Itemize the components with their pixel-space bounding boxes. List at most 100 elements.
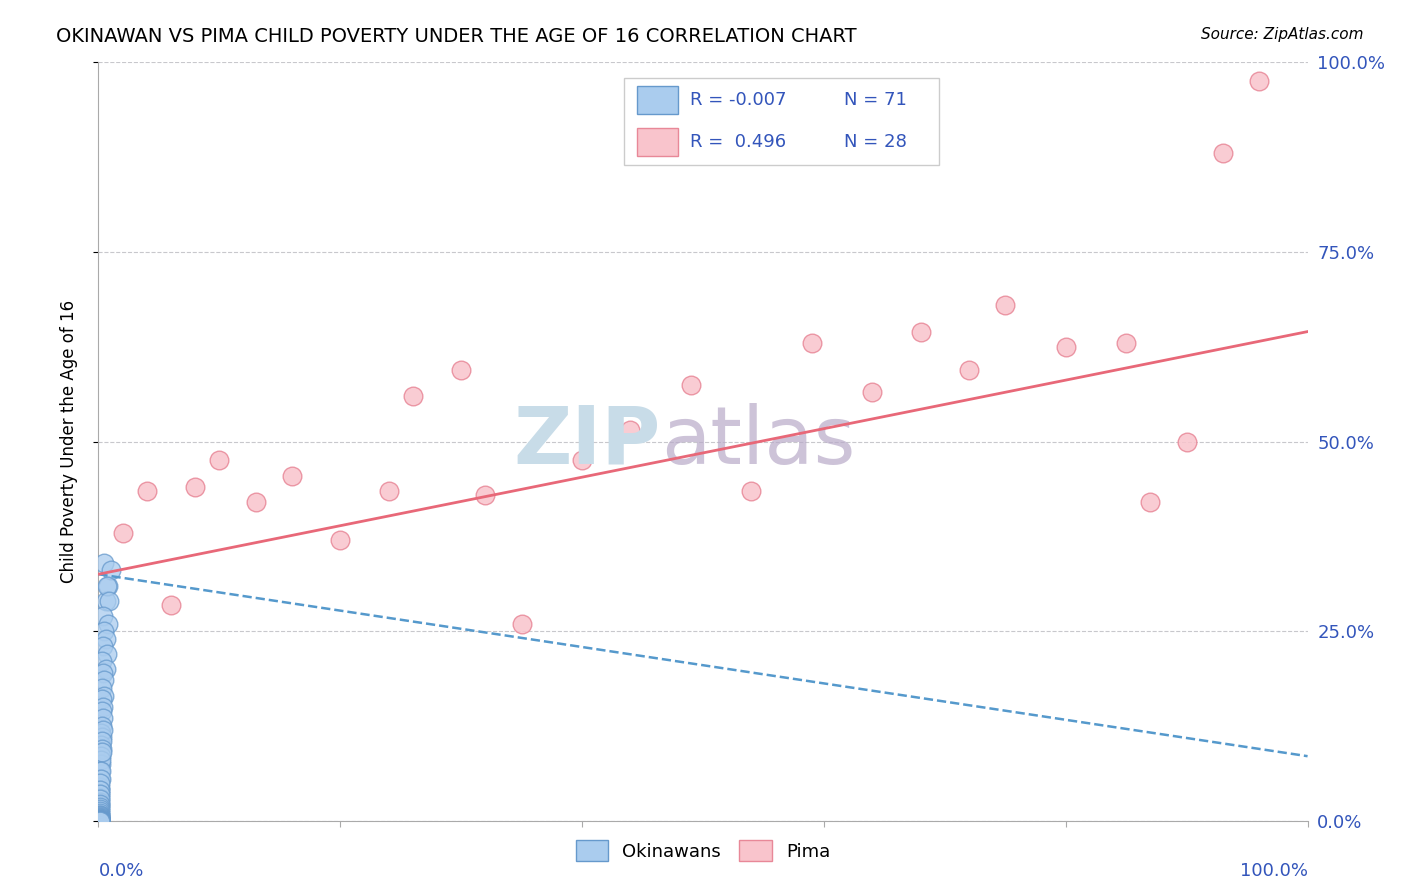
Point	[402, 389, 425, 403]
Point	[89, 787, 111, 801]
Point	[860, 385, 883, 400]
Point	[89, 780, 111, 794]
Point	[96, 647, 118, 661]
Text: OKINAWAN VS PIMA CHILD POVERTY UNDER THE AGE OF 16 CORRELATION CHART: OKINAWAN VS PIMA CHILD POVERTY UNDER THE…	[56, 27, 856, 45]
Text: atlas: atlas	[661, 402, 855, 481]
Point	[90, 738, 112, 752]
Point	[89, 783, 111, 797]
Text: 0.0%: 0.0%	[98, 863, 143, 880]
Point	[91, 655, 114, 669]
Point	[91, 730, 114, 744]
Point	[571, 453, 593, 467]
Point	[89, 814, 111, 828]
Point	[100, 564, 122, 578]
Point	[89, 811, 111, 825]
Point	[89, 814, 111, 828]
Point	[377, 483, 399, 498]
Point	[89, 791, 111, 805]
Point	[91, 608, 114, 623]
Point	[90, 726, 112, 740]
Point	[800, 335, 823, 350]
Point	[91, 704, 114, 718]
Point	[89, 813, 111, 827]
Point	[1139, 495, 1161, 509]
Point	[89, 802, 111, 816]
Text: 100.0%: 100.0%	[1240, 863, 1308, 880]
Point	[450, 362, 472, 376]
Point	[111, 525, 134, 540]
Point	[1054, 340, 1077, 354]
Point	[89, 806, 111, 821]
Point	[91, 639, 114, 653]
Point	[96, 579, 118, 593]
Point	[89, 814, 111, 828]
Point	[89, 812, 111, 826]
Text: Source: ZipAtlas.com: Source: ZipAtlas.com	[1201, 27, 1364, 42]
Point	[91, 665, 114, 680]
Point	[89, 814, 111, 828]
Point	[94, 594, 117, 608]
Point	[245, 495, 267, 509]
Point	[97, 579, 120, 593]
Point	[94, 662, 117, 676]
Point	[89, 809, 111, 823]
Point	[1115, 335, 1137, 350]
Point	[91, 699, 114, 714]
Point	[89, 808, 111, 822]
Point	[91, 723, 114, 737]
Point	[910, 325, 932, 339]
Point	[208, 453, 231, 467]
Point	[184, 480, 207, 494]
Point	[619, 423, 641, 437]
Point	[89, 807, 111, 822]
Point	[93, 673, 115, 688]
Point	[89, 797, 111, 811]
Point	[89, 795, 111, 809]
Point	[89, 783, 111, 797]
Point	[94, 632, 117, 646]
Point	[89, 776, 111, 790]
Point	[89, 792, 111, 806]
Point	[93, 689, 115, 703]
Point	[90, 756, 112, 771]
Point	[89, 764, 111, 779]
Point	[91, 692, 114, 706]
Point	[1212, 146, 1234, 161]
Point	[91, 741, 114, 756]
Point	[160, 598, 183, 612]
Point	[89, 812, 111, 826]
Y-axis label: Child Poverty Under the Age of 16: Child Poverty Under the Age of 16	[59, 300, 77, 583]
Point	[91, 711, 114, 725]
Point	[93, 556, 115, 570]
Point	[89, 811, 111, 825]
Point	[93, 624, 115, 639]
Point	[91, 681, 114, 695]
Point	[91, 734, 114, 748]
Point	[90, 753, 112, 767]
Point	[89, 772, 111, 786]
Point	[97, 616, 120, 631]
Point	[98, 594, 121, 608]
Point	[89, 814, 111, 828]
Point	[994, 298, 1017, 312]
Point	[329, 533, 352, 548]
Point	[90, 749, 112, 764]
Point	[90, 746, 112, 760]
Point	[89, 804, 111, 818]
Point	[1175, 434, 1198, 449]
Point	[1249, 74, 1271, 88]
Point	[740, 483, 762, 498]
Text: ZIP: ZIP	[513, 402, 661, 481]
Point	[89, 800, 111, 814]
Point	[91, 746, 114, 760]
Point	[510, 616, 533, 631]
Point	[89, 810, 111, 824]
Point	[474, 487, 496, 501]
Point	[281, 468, 304, 483]
Point	[135, 483, 157, 498]
Point	[89, 814, 111, 828]
Point	[89, 787, 111, 801]
Point	[90, 764, 112, 779]
Point	[89, 813, 111, 827]
Point	[89, 813, 111, 827]
